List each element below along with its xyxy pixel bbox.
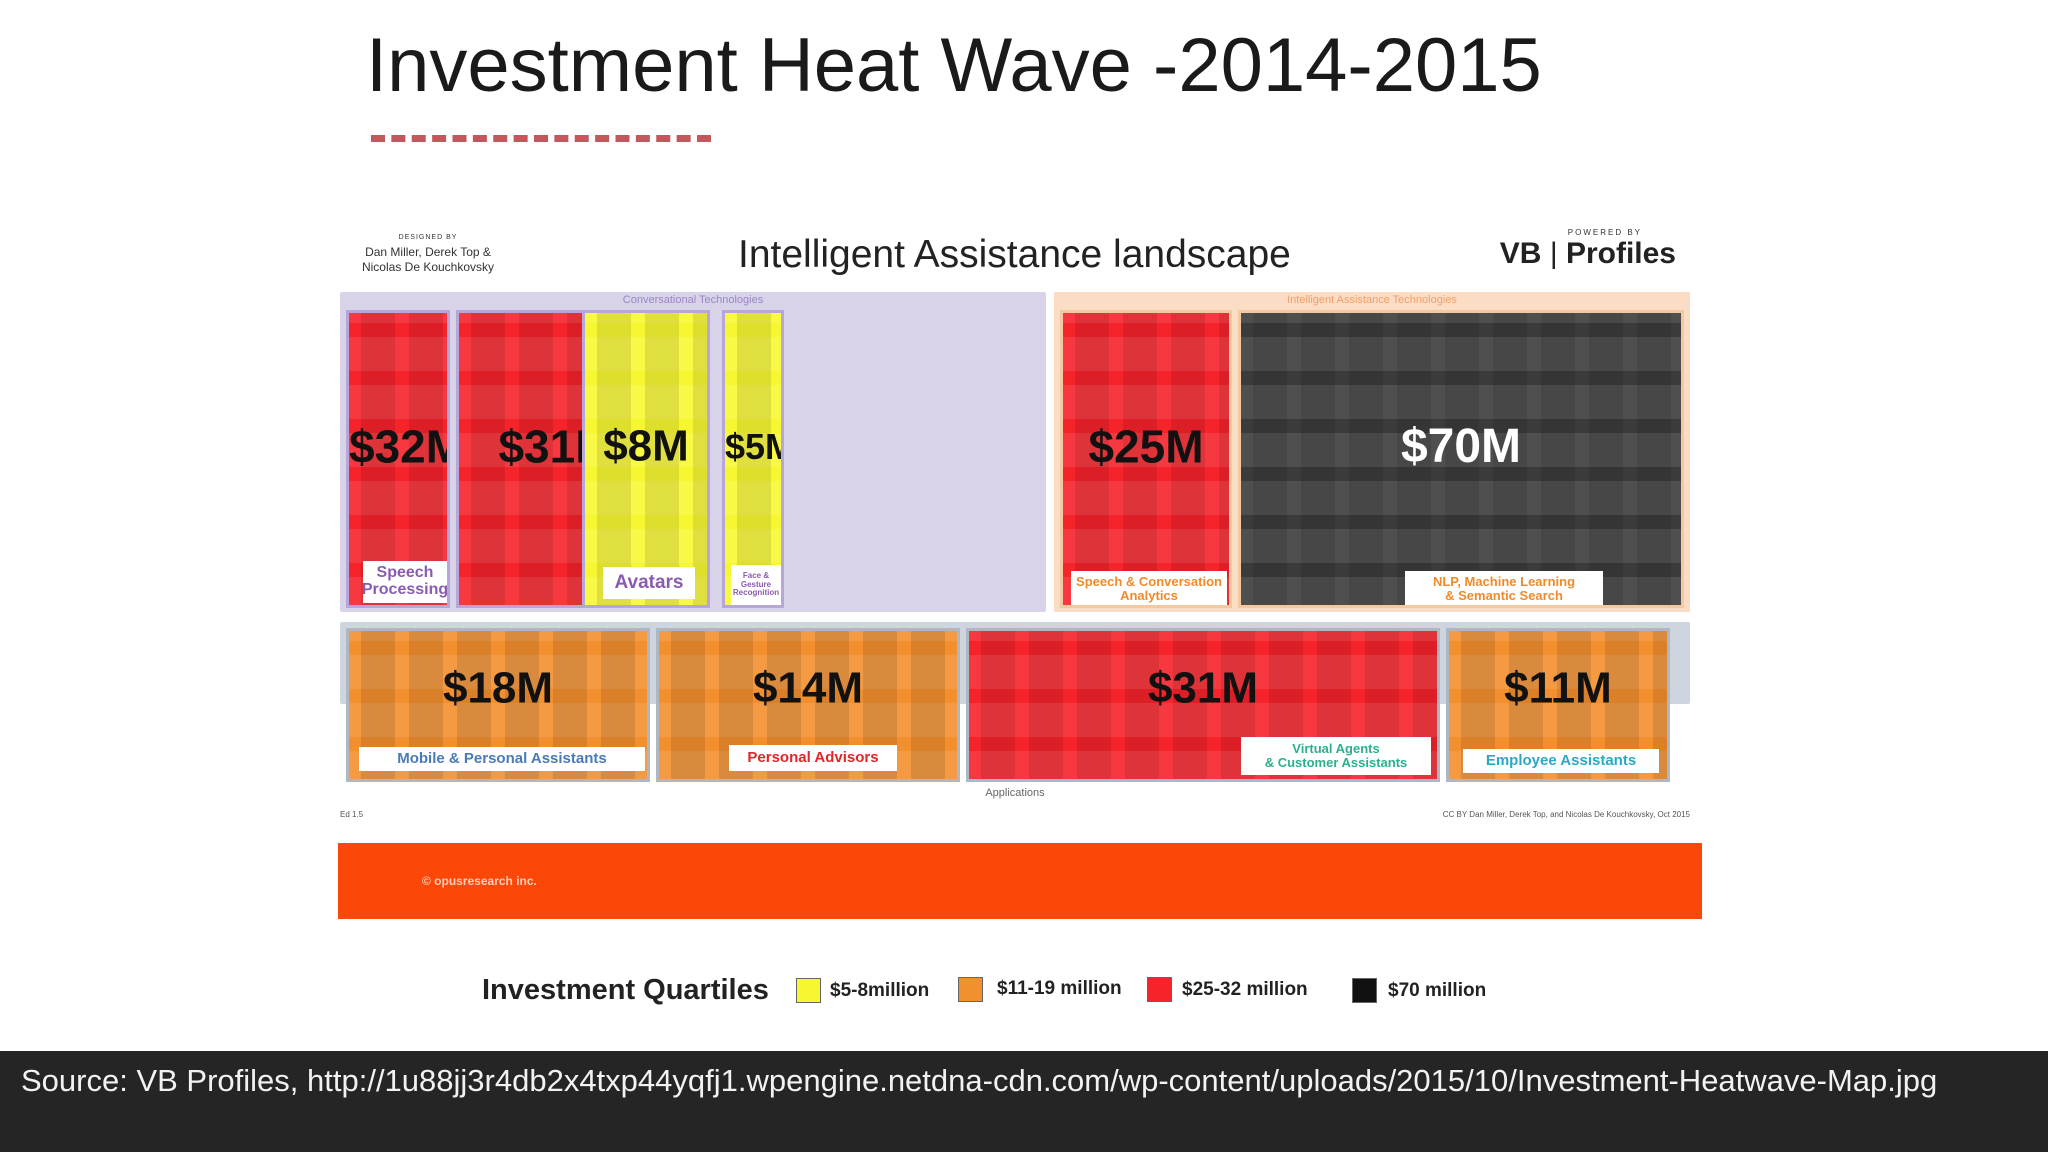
tile-label-line: NLP, Machine Learning bbox=[1432, 574, 1576, 590]
title-dashed-underline bbox=[371, 135, 711, 142]
legend-swatch-11-19 bbox=[958, 977, 983, 1002]
source-caption-band bbox=[0, 1051, 2048, 1152]
edition-label: Ed 1.5 bbox=[340, 810, 364, 819]
tile-label-line: Virtual Agents bbox=[1292, 741, 1380, 757]
tile-category-label: Face & Gesture Recognition bbox=[731, 565, 781, 605]
tile-label-line: Personal Advisors bbox=[747, 749, 879, 767]
tile-category-label: NLP, Machine Learning & Semantic Search bbox=[1405, 571, 1603, 605]
company-logo-grid bbox=[349, 313, 447, 605]
investment-tile: $25M Speech & Conversation Analytics bbox=[1060, 310, 1232, 608]
profiles-logo-text: Profiles bbox=[1565, 237, 1676, 270]
investment-tile: $14M Personal Advisors bbox=[656, 628, 960, 782]
tile-label-line: Employee Assistants bbox=[1485, 752, 1637, 770]
tile-label-line: Recognition bbox=[732, 588, 780, 598]
tile-category-label: Virtual Agents & Customer Assistants bbox=[1241, 737, 1431, 775]
powered-by-label: POWERED BY bbox=[1567, 228, 1642, 237]
tile-investment-value: $5M bbox=[725, 425, 781, 467]
vb-logo-mark: VB bbox=[1499, 237, 1542, 270]
tile-category-label: Avatars bbox=[603, 567, 695, 599]
designer-credits: DESIGNED BY Dan Miller, Derek Top & Nico… bbox=[338, 230, 518, 275]
intelligent-assistance-label: Intelligent Assistance Technologies bbox=[1287, 294, 1457, 306]
legend-label-11-19: $11-19 million bbox=[997, 978, 1122, 999]
investment-quartiles-legend: Investment Quartiles $5-8million $11-19 … bbox=[482, 970, 1502, 1014]
investment-tile: $70M NLP, Machine Learning & Semantic Sear… bbox=[1238, 310, 1684, 608]
legend-swatch-70 bbox=[1352, 978, 1377, 1003]
tile-investment-value: $8M bbox=[603, 421, 689, 471]
tile-label-line: Gesture bbox=[740, 579, 772, 589]
conversational-technologies-label: Conversational Technologies bbox=[622, 294, 764, 306]
company-logo-grid bbox=[1241, 313, 1681, 605]
legend-swatch-25-32 bbox=[1147, 977, 1172, 1002]
tile-category-label: Personal Advisors bbox=[729, 745, 897, 771]
tile-label-line: & Customer Assistants bbox=[1264, 755, 1408, 770]
cc-credit: CC BY Dan Miller, Derek Top, and Nicolas… bbox=[1442, 810, 1690, 819]
tile-investment-value: $31M bbox=[1147, 663, 1259, 713]
tile-label-line: Processing bbox=[361, 581, 449, 598]
investment-heatwave-map: DESIGNED BY Dan Miller, Derek Top & Nico… bbox=[338, 224, 1702, 919]
tile-category-label: Speech Processing bbox=[361, 561, 449, 603]
designers-line-1: Dan Miller, Derek Top & bbox=[365, 245, 491, 259]
applications-label: Applications bbox=[985, 787, 1045, 799]
tile-investment-value: $18M bbox=[442, 663, 554, 713]
landscape-title: Intelligent Assistance landscape bbox=[738, 233, 1291, 276]
investment-tile: $18M Mobile & Personal Assistants bbox=[346, 628, 650, 782]
tile-investment-value: $70M bbox=[1400, 419, 1522, 473]
tile-investment-value: $32M bbox=[349, 420, 447, 473]
tile-category-label: Speech & Conversation Analytics bbox=[1071, 571, 1227, 605]
tile-category-label: Mobile & Personal Assistants bbox=[359, 747, 645, 771]
logo-divider: | bbox=[1549, 237, 1558, 270]
tile-label-line: Avatars bbox=[614, 572, 684, 594]
legend-label-70: $70 million bbox=[1388, 980, 1487, 1001]
tile-label-line: Speech & Conversation bbox=[1076, 574, 1222, 590]
slide-title: Investment Heat Wave -2014-2015 bbox=[366, 23, 1542, 108]
tile-label-line: Mobile & Personal Assistants bbox=[397, 750, 607, 768]
opus-research-footer-bar: © opusresearch inc. bbox=[338, 843, 1702, 919]
tile-investment-value: $11M bbox=[1504, 663, 1612, 713]
tile-label-line: Face & bbox=[742, 571, 770, 581]
tile-label-line: Analytics bbox=[1120, 588, 1178, 603]
tile-label-line: & Semantic Search bbox=[1445, 588, 1563, 603]
vb-profiles-logo: POWERED BY VB | Profiles bbox=[1496, 228, 1676, 271]
investment-tile: $11M Employee Assistants bbox=[1446, 628, 1670, 782]
opus-research-copyright: © opusresearch inc. bbox=[422, 874, 537, 888]
investment-tile: $8M Avatars bbox=[582, 310, 710, 608]
tile-investment-value: $25M bbox=[1088, 420, 1204, 473]
investment-tile: $31M Virtual Agents & Customer Assistants bbox=[966, 628, 1440, 782]
tile-investment-value: $14M bbox=[752, 663, 864, 713]
legend-title: Investment Quartiles bbox=[482, 974, 769, 1006]
legend-swatch-5-8 bbox=[796, 978, 821, 1003]
tile-label-line: Speech bbox=[376, 564, 434, 582]
designed-by-label: DESIGNED BY bbox=[398, 234, 458, 241]
company-logo-grid bbox=[1063, 313, 1229, 605]
designers-line-2: Nicolas De Kouchkovsky bbox=[361, 260, 495, 274]
tile-category-label: Employee Assistants bbox=[1463, 749, 1659, 773]
legend-label-25-32: $25-32 million bbox=[1182, 979, 1308, 1000]
source-caption: Source: VB Profiles, http://1u88jj3r4db2… bbox=[21, 1063, 1938, 1098]
legend-label-5-8: $5-8million bbox=[830, 980, 930, 1001]
company-logo-grid bbox=[585, 313, 707, 605]
company-logo-grid bbox=[725, 313, 781, 605]
